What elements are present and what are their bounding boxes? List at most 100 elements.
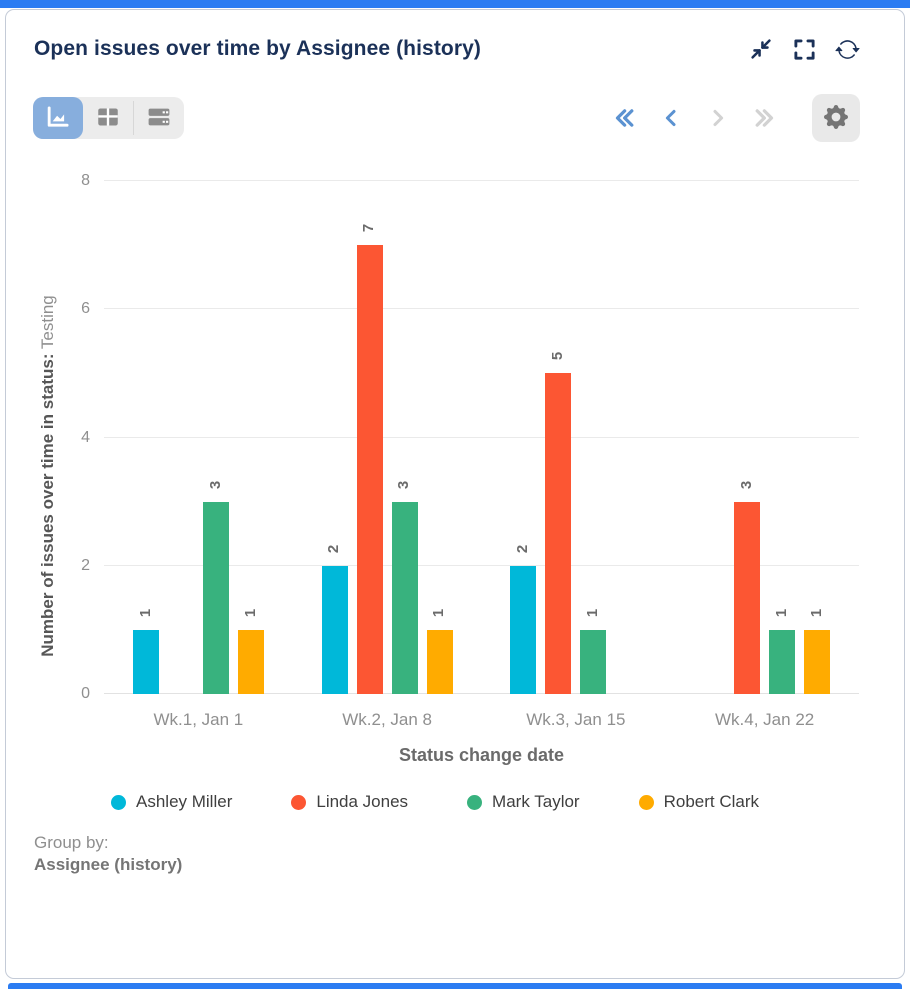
- dashboard-widget-card: Open issues over time by Assignee (histo…: [5, 9, 905, 979]
- legend-item[interactable]: Robert Clark: [638, 792, 760, 812]
- y-tick-label: 2: [81, 556, 90, 574]
- legend-item[interactable]: Linda Jones: [291, 792, 408, 812]
- area-chart-icon: [45, 104, 71, 133]
- bar-value-label: 1: [808, 608, 826, 618]
- bar-slot: 1: [132, 181, 159, 694]
- bar-value-label: 3: [738, 480, 756, 489]
- first-page-button[interactable]: [609, 103, 639, 133]
- toggle-divider: [133, 101, 134, 135]
- rows-icon: [146, 104, 172, 133]
- gridline: [104, 308, 859, 310]
- y-axis-title: Number of issues over time in status: Te…: [38, 295, 57, 657]
- bar-slot: [168, 181, 194, 694]
- bar-slot: 1: [426, 181, 453, 694]
- settings-button[interactable]: [812, 94, 860, 142]
- bar[interactable]: [132, 629, 159, 694]
- bar-group: 2 7 3 1: [293, 181, 482, 694]
- legend-dot-icon: [467, 794, 483, 810]
- bar-value-label: 3: [395, 480, 413, 489]
- bar[interactable]: [804, 629, 831, 694]
- legend-item[interactable]: Mark Taylor: [467, 792, 580, 812]
- x-axis-title: Status change date: [398, 745, 565, 765]
- y-tick-label: 4: [81, 428, 90, 446]
- gridline: [104, 436, 859, 438]
- next-page-button[interactable]: [703, 103, 733, 133]
- bar[interactable]: [545, 373, 572, 694]
- x-tick-label: Wk.2, Jan 8: [342, 710, 432, 729]
- widget-title: Open issues over time by Assignee (histo…: [34, 37, 481, 60]
- double-chevron-left-icon: [611, 105, 637, 131]
- bar-value-label: 2: [325, 544, 343, 553]
- bar-group: 3 1 1: [670, 181, 859, 694]
- bar-slot: [699, 181, 725, 694]
- bar-groups: 1 3 1 2 7 3 1 2 5 1 3 1 1: [104, 181, 859, 694]
- bar[interactable]: [391, 501, 418, 694]
- legend: Ashley Miller Linda Jones Mark Taylor Rober…: [111, 792, 904, 812]
- group-by-footer: Group by: Assignee (history): [34, 832, 904, 876]
- bar[interactable]: [321, 565, 348, 694]
- refresh-icon: [834, 37, 860, 62]
- chevron-left-icon: [659, 106, 683, 130]
- table-view-button[interactable]: [83, 97, 133, 139]
- legend-item[interactable]: Ashley Miller: [111, 792, 232, 812]
- bar[interactable]: [356, 245, 383, 694]
- x-tick-label: Wk.1, Jan 1: [153, 710, 244, 729]
- x-tick-label: Wk.3, Jan 15: [526, 710, 626, 729]
- gear-icon: [824, 104, 848, 132]
- bar[interactable]: [734, 501, 761, 694]
- rows-view-button[interactable]: [134, 97, 184, 139]
- bar-value-label: 3: [206, 480, 224, 489]
- bar[interactable]: [769, 629, 796, 694]
- bar[interactable]: [237, 629, 264, 694]
- bar-slot: 1: [580, 181, 607, 694]
- group-by-value: Assignee (history): [34, 855, 183, 874]
- bar-value-label: 5: [549, 352, 567, 361]
- bar-slot: 2: [510, 181, 537, 694]
- chart-view-button[interactable]: [33, 97, 83, 139]
- refresh-button[interactable]: [834, 36, 860, 62]
- bar[interactable]: [202, 501, 229, 694]
- widget-toolbar: [6, 62, 904, 142]
- legend-dot-icon: [111, 794, 126, 810]
- bar-group: 1 3 1: [104, 181, 293, 694]
- bar-slot: 1: [769, 181, 796, 694]
- gridline: [104, 693, 859, 694]
- chevron-right-icon: [706, 106, 730, 130]
- last-page-button[interactable]: [750, 103, 780, 133]
- bar-value-label: 7: [360, 223, 378, 233]
- bar[interactable]: [510, 565, 537, 694]
- bar[interactable]: [580, 629, 607, 694]
- fullscreen-icon: [793, 38, 816, 61]
- y-tick-label: 0: [81, 685, 90, 702]
- collapse-button[interactable]: [748, 36, 774, 62]
- widget-header: Open issues over time by Assignee (histo…: [6, 10, 904, 62]
- bar-value-label: 1: [136, 608, 154, 618]
- legend-label: Ashley Miller: [136, 792, 233, 811]
- next-widget-accent-bar: [8, 983, 902, 989]
- bar-slot: 3: [734, 181, 761, 694]
- bar-slot: 2: [321, 181, 348, 694]
- bar-value-label: 1: [241, 608, 259, 618]
- fullscreen-button[interactable]: [791, 36, 817, 62]
- bar-value-label: 1: [430, 608, 448, 618]
- prev-page-button[interactable]: [656, 103, 686, 133]
- bar-value-label: 1: [584, 608, 602, 618]
- legend-dot-icon: [291, 794, 307, 810]
- bar-group: 2 5 1: [482, 181, 671, 694]
- bar-slot: 1: [804, 181, 831, 694]
- bar-value-label: 2: [514, 544, 532, 553]
- bar-slot: 3: [202, 181, 229, 694]
- y-tick-label: 6: [81, 300, 90, 318]
- bar[interactable]: [426, 629, 453, 694]
- x-tick-label: Wk.4, Jan 22: [715, 710, 815, 729]
- header-icon-group: [748, 36, 860, 62]
- bar-slot: [615, 181, 641, 694]
- view-toggle-group: [33, 97, 184, 139]
- table-icon: [95, 104, 121, 133]
- legend-dot-icon: [638, 794, 654, 810]
- bar-slot: 3: [391, 181, 418, 694]
- plot-area: 0 2 4 6 8 1 3 1 2 7 3 1 2 5 1 3 1 1: [81, 172, 859, 702]
- bar-slot: 1: [237, 181, 264, 694]
- bar-value-label: 1: [773, 608, 791, 618]
- legend-label: Robert Clark: [663, 792, 760, 811]
